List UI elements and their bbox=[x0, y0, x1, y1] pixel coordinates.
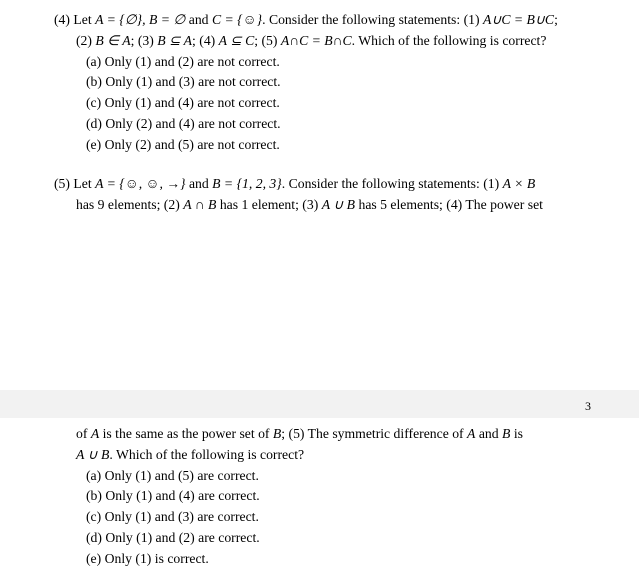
q5-cont-line2: A ∪ B. Which of the following is correct… bbox=[30, 445, 613, 466]
q5-option-a: (a) Only (1) and (5) are correct. bbox=[30, 466, 613, 487]
top-block: (4) Let A = {∅}, B = ∅ and C = {☺}. Cons… bbox=[0, 0, 639, 215]
q5-text: has 9 elements; (2) bbox=[76, 197, 183, 212]
q4-text: . Which of the following is correct? bbox=[352, 33, 547, 48]
q5-math: B = {1, 2, 3} bbox=[212, 176, 282, 191]
q5-top: (5) Let A = {☺, ☺, →} and B = {1, 2, 3}.… bbox=[30, 174, 613, 216]
page-number: 3 bbox=[585, 399, 591, 414]
q5-math: A ∪ B bbox=[322, 197, 355, 212]
q5-text: . Consider the following statements: (1) bbox=[282, 176, 503, 191]
q4-option-e: (e) Only (2) and (5) are not correct. bbox=[30, 135, 613, 156]
q4-option-d: (d) Only (2) and (4) are not correct. bbox=[30, 114, 613, 135]
q5-line2: has 9 elements; (2) A ∩ B has 1 element;… bbox=[30, 195, 613, 216]
bottom-block: of A is the same as the power set of B; … bbox=[0, 424, 639, 570]
q5-text: ; (5) The symmetric difference of bbox=[281, 426, 467, 441]
q5-option-e: (e) Only (1) is correct. bbox=[30, 549, 613, 570]
q5-math: A = {☺, ☺, →} bbox=[95, 176, 185, 191]
q5-math: A ∪ B bbox=[76, 447, 109, 462]
page-gap bbox=[0, 218, 639, 386]
q5-text: Let bbox=[73, 176, 95, 191]
q4-line2: (2) B ∈ A; (3) B ⊆ A; (4) A ⊆ C; (5) A∩C… bbox=[30, 31, 613, 52]
q4-number: (4) bbox=[54, 12, 70, 27]
q5-text: has 5 elements; (4) The power set bbox=[355, 197, 543, 212]
q5-text: and bbox=[475, 426, 502, 441]
q4-line1: (4) Let A = {∅}, B = ∅ and C = {☺}. Cons… bbox=[30, 10, 613, 31]
q5-text: has 1 element; (3) bbox=[216, 197, 321, 212]
q5-cont-line1: of A is the same as the power set of B; … bbox=[30, 424, 613, 445]
q4-text: ; (4) bbox=[192, 33, 219, 48]
q5-option-c: (c) Only (1) and (3) are correct. bbox=[30, 507, 613, 528]
q4-text: Let bbox=[73, 12, 95, 27]
q5-text: . Which of the following is correct? bbox=[109, 447, 304, 462]
q4-math: A = {∅}, B = ∅ bbox=[95, 12, 185, 27]
q4-option-b: (b) Only (1) and (3) are not correct. bbox=[30, 72, 613, 93]
q4-text: ; (5) bbox=[254, 33, 281, 48]
q5-math: A × B bbox=[503, 176, 536, 191]
q5-line1: (5) Let A = {☺, ☺, →} and B = {1, 2, 3}.… bbox=[30, 174, 613, 195]
q4-text: ; (3) bbox=[131, 33, 158, 48]
q5-math: A ∩ B bbox=[183, 197, 216, 212]
q4-option-a: (a) Only (1) and (2) are not correct. bbox=[30, 52, 613, 73]
q4-text: ; bbox=[554, 12, 558, 27]
q5-text: is the same as the power set of bbox=[99, 426, 273, 441]
q4-text: . Consider the following statements: (1) bbox=[262, 12, 483, 27]
q5-var-A: A bbox=[91, 426, 99, 441]
q5-number: (5) bbox=[54, 176, 70, 191]
q4-math: B ∈ A bbox=[95, 33, 130, 48]
q4-math: A∪C = B∪C bbox=[483, 12, 554, 27]
q5-option-b: (b) Only (1) and (4) are correct. bbox=[30, 486, 613, 507]
q4-math: A ⊆ C bbox=[219, 33, 255, 48]
q4-text: and bbox=[185, 12, 212, 27]
q5-text: and bbox=[186, 176, 213, 191]
page-break-shade bbox=[0, 390, 639, 418]
q5-text: of bbox=[76, 426, 91, 441]
q4-math: C = {☺} bbox=[212, 12, 262, 27]
q4-text: (2) bbox=[76, 33, 95, 48]
page: (4) Let A = {∅}, B = ∅ and C = {☺}. Cons… bbox=[0, 0, 639, 588]
q4-option-c: (c) Only (1) and (4) are not correct. bbox=[30, 93, 613, 114]
q5-text: is bbox=[510, 426, 523, 441]
q5-option-d: (d) Only (1) and (2) are correct. bbox=[30, 528, 613, 549]
q4-math: A∩C = B∩C bbox=[281, 33, 352, 48]
q4-math: B ⊆ A bbox=[157, 33, 192, 48]
